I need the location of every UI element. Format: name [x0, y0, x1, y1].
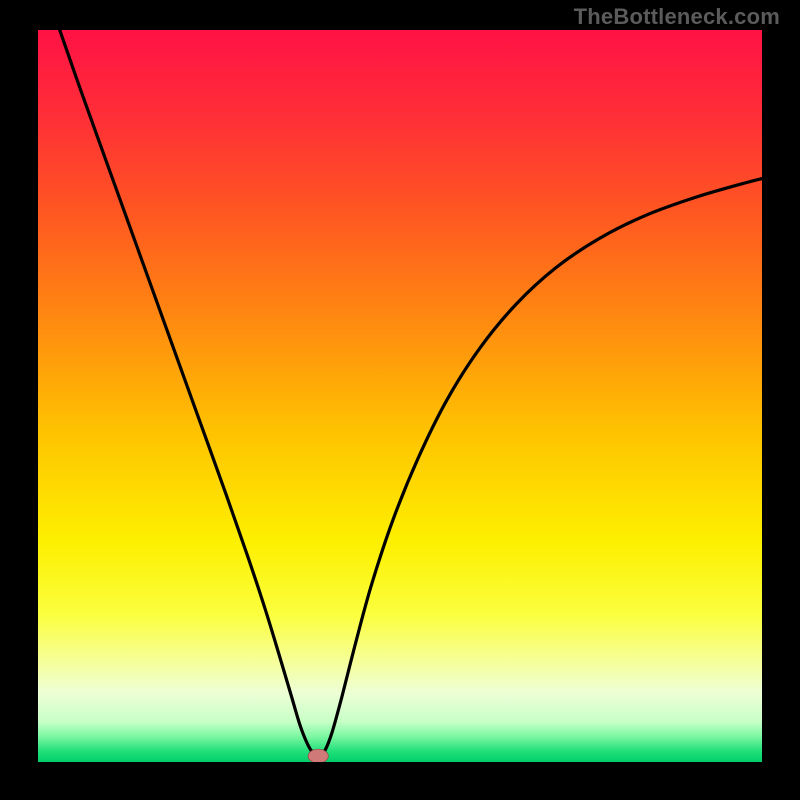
gradient-background [38, 30, 762, 762]
plot-area [38, 30, 762, 762]
plot-svg [38, 30, 762, 762]
chart-frame: TheBottleneck.com [0, 0, 800, 800]
attribution-text: TheBottleneck.com [574, 4, 780, 30]
optimal-point-marker [308, 749, 328, 762]
